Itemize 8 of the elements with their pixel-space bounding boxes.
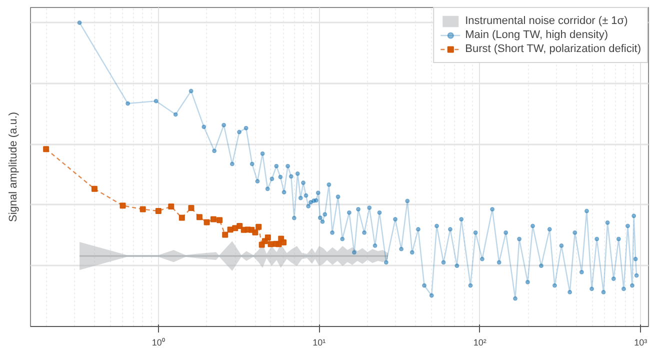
legend-label: Main (Long TW, high density) [465, 28, 608, 42]
y-axis-title: Signal amplitude (a.u.) [8, 112, 20, 222]
legend-label: Instrumental noise corridor (± 1σ) [465, 14, 628, 28]
x-tick-label: 10¹ [312, 338, 326, 348]
x-tick-label: 10⁰ [152, 338, 165, 348]
legend-label: Burst (Short TW, polarization deficit) [465, 42, 641, 56]
x-tick-label: 10³ [634, 338, 648, 348]
x-tick-label: 10² [473, 338, 486, 348]
